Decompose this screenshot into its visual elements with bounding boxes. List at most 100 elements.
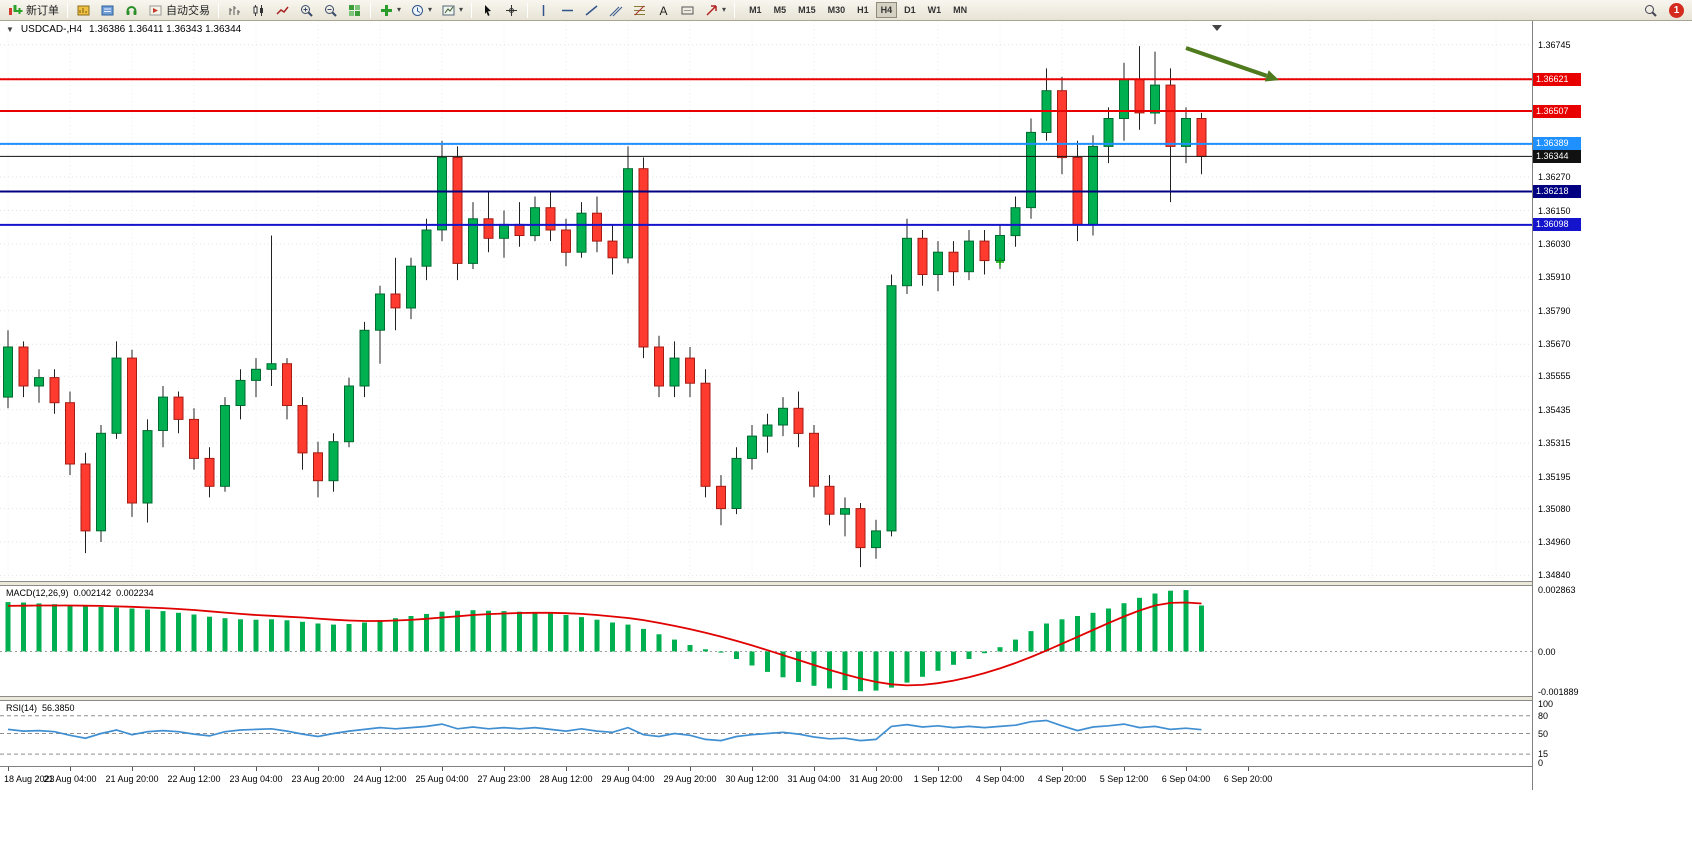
candlestick-chart-button[interactable] [247, 1, 270, 20]
price-axis-label: 1.34960 [1538, 537, 1571, 547]
vertical-line-button[interactable] [532, 1, 555, 20]
timeframe-button-m15[interactable]: M15 [793, 2, 821, 18]
time-axis-label: 27 Aug 23:00 [477, 774, 531, 784]
candle [313, 452, 323, 482]
macd-bar [129, 608, 135, 652]
tile-windows-button[interactable] [343, 1, 366, 20]
time-axis-label: 31 Aug 04:00 [787, 774, 841, 784]
periods-button[interactable]: ▾ [406, 1, 436, 20]
macd-bar [284, 620, 290, 652]
main-chart-panel[interactable]: ▼ USDCAD-,H4 1.36386 1.36411 1.36343 1.3… [0, 21, 1532, 581]
timeframe-button-m5[interactable]: M5 [769, 2, 792, 18]
macd-bar [656, 634, 662, 652]
time-tick [1124, 767, 1125, 771]
candle [96, 432, 106, 532]
timeframe-button-d1[interactable]: D1 [899, 2, 921, 18]
macd-bar [5, 602, 11, 652]
panel-splitter[interactable] [0, 696, 1692, 701]
zoom-out-button[interactable] [319, 1, 342, 20]
market-watch-icon [77, 5, 90, 15]
data-window-button[interactable] [96, 1, 119, 20]
time-axis-label: 6 Sep 04:00 [1161, 774, 1211, 784]
text-button[interactable]: A [652, 1, 675, 20]
macd-panel[interactable]: MACD(12,26,9) 0.002142 0.002234 [0, 586, 1532, 696]
candle [34, 377, 44, 387]
time-tick [8, 767, 9, 771]
candle [917, 237, 928, 276]
price-tag: 1.36218 [1533, 185, 1581, 198]
macd-bar [21, 602, 26, 652]
horizontal-line-button[interactable] [556, 1, 579, 20]
macd-main-value: 0.002142 [73, 588, 112, 598]
fibonacci-button[interactable] [628, 1, 651, 20]
time-tick [1062, 767, 1063, 771]
rsi-axis-label: 15 [1538, 749, 1549, 760]
label-button[interactable] [676, 1, 699, 20]
rsi-label: RSI(14) 56.3850 [6, 703, 80, 713]
crosshair-button[interactable] [500, 1, 523, 20]
zoom-in-button[interactable] [295, 1, 318, 20]
macd-bar [315, 623, 321, 652]
price-axis[interactable]: 1.36745 1.36270 1.36150 1.36030 1.35910 1.357… [1532, 21, 1692, 790]
macd-bar [253, 619, 259, 652]
indicators-button[interactable]: ▾ [375, 1, 405, 20]
cursor-button[interactable] [476, 1, 499, 20]
candle [964, 240, 974, 273]
macd-axis-label: 0.00 [1538, 646, 1556, 657]
macd-signal-line [7, 601, 1202, 687]
channel-button[interactable] [604, 1, 627, 20]
zoom-out-icon [325, 4, 337, 17]
support-button[interactable] [120, 1, 143, 20]
price-axis-label: 1.35910 [1538, 272, 1571, 283]
rsi-line [7, 719, 1202, 742]
bar-chart-button[interactable] [223, 1, 246, 20]
candle [80, 463, 91, 532]
macd-bar [346, 624, 352, 652]
search-icon [1645, 5, 1657, 17]
new-order-button[interactable]: 新订单 [4, 1, 63, 20]
market-watch-button[interactable] [72, 1, 95, 20]
timeframe-button-m1[interactable]: M1 [744, 2, 767, 18]
rsi-canvas [0, 715, 1532, 755]
auto-trading-button[interactable]: 自动交易 [144, 1, 214, 20]
candle [235, 379, 246, 406]
toolbar-separator [370, 2, 371, 18]
rsi-panel[interactable]: RSI(14) 56.3850 [0, 701, 1532, 766]
macd-bar [222, 618, 228, 652]
notification-badge[interactable]: 1 [1669, 3, 1684, 18]
zoom-in-icon [301, 4, 313, 17]
templates-button[interactable]: ▾ [437, 1, 467, 20]
candle [452, 157, 463, 264]
time-tick [442, 767, 443, 771]
vertical-line-icon [542, 4, 545, 16]
macd-bar [517, 611, 522, 652]
tile-windows-icon [349, 4, 360, 16]
chevron-down-icon: ▾ [722, 5, 727, 14]
new-order-icon [9, 4, 23, 15]
arrows-button[interactable]: ▾ [700, 1, 730, 20]
time-axis-label: 21 Aug 04:00 [43, 774, 97, 784]
candle [65, 402, 75, 465]
timeframe-button-h4[interactable]: H4 [875, 2, 898, 18]
candle [1010, 207, 1021, 237]
time-axis-label: 22 Aug 12:00 [167, 774, 221, 784]
timeframe-button-w1[interactable]: W1 [923, 2, 947, 18]
line-chart-button[interactable] [271, 1, 294, 20]
timeframe-button-mn[interactable]: MN [948, 2, 972, 18]
clock-icon [412, 4, 424, 16]
candle [871, 530, 881, 549]
toolbar-separator [527, 2, 529, 18]
trendline-button[interactable] [580, 1, 603, 20]
candle [266, 363, 277, 370]
panel-splitter[interactable] [0, 581, 1692, 586]
timeframe-button-m30[interactable]: M30 [823, 2, 851, 18]
time-axis[interactable]: 18 Aug 2023 21 Aug 04:00 21 Aug 20:00 22 Au… [0, 766, 1532, 790]
candle [189, 418, 199, 459]
timeframe-button-h1[interactable]: H1 [852, 2, 874, 18]
toolbar-separator [218, 2, 219, 18]
price-axis-label: 1.35315 [1538, 438, 1571, 449]
search-button[interactable] [1639, 1, 1662, 20]
macd-bar [393, 618, 398, 652]
symbol-caret-icon[interactable]: ▼ [6, 25, 14, 34]
macd-bar [362, 622, 367, 652]
